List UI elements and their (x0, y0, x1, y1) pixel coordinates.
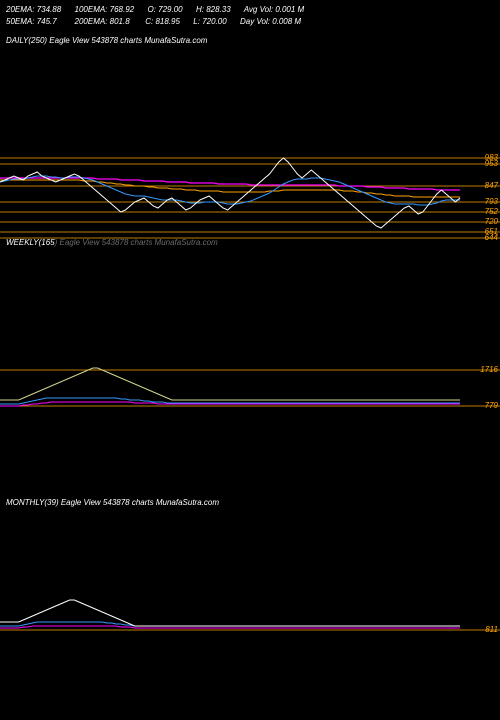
level-label: 811 (485, 625, 498, 634)
weekly-chart (0, 340, 500, 480)
high-label: H: (196, 5, 204, 14)
open-label: O: (147, 5, 155, 14)
daily-chart (0, 150, 500, 320)
level-label: 793 (485, 197, 498, 206)
ema50-label: 50EMA: (6, 17, 34, 26)
level-label: 752 (485, 207, 498, 216)
level-label: 779 (485, 401, 498, 410)
close-label: C: (145, 17, 153, 26)
avgvol-value: 0.001 M (275, 5, 304, 14)
level-label: 1716 (480, 365, 498, 374)
close-value: 818.95 (155, 17, 179, 26)
chart-container: { "colors": { "bg": "#000000", "text": "… (0, 0, 500, 720)
ema50-value: 745.7 (37, 17, 57, 26)
weekly-title: WEEKLY(165) Eagle View 543878 charts Mun… (6, 238, 218, 247)
daily-title: DAILY(250) Eagle View 543878 charts Muna… (6, 36, 207, 45)
avgvol-label: Avg Vol: (244, 5, 273, 14)
dayvol-label: Day Vol: (240, 17, 270, 26)
ema20-label: 20EMA: (6, 5, 34, 14)
low-value: 720.00 (202, 17, 226, 26)
level-label: 644 (485, 233, 498, 242)
level-label: 953 (485, 159, 498, 168)
monthly-chart (0, 560, 500, 700)
ema20-value: 734.88 (37, 5, 61, 14)
level-label: 847 (485, 181, 498, 190)
ema100-value: 768.92 (110, 5, 134, 14)
open-value: 729.00 (158, 5, 182, 14)
level-label: 720 (485, 217, 498, 226)
stats-header: 20EMA: 734.88 100EMA: 768.92 O: 729.00 H… (6, 4, 494, 28)
ema200-label: 200EMA: (75, 17, 108, 26)
high-value: 828.33 (206, 5, 230, 14)
monthly-title: MONTHLY(39) Eagle View 543878 charts Mun… (6, 498, 219, 507)
low-label: L: (193, 17, 200, 26)
ema100-label: 100EMA: (75, 5, 108, 14)
ema200-value: 801.8 (110, 17, 130, 26)
dayvol-value: 0.008 M (272, 17, 301, 26)
